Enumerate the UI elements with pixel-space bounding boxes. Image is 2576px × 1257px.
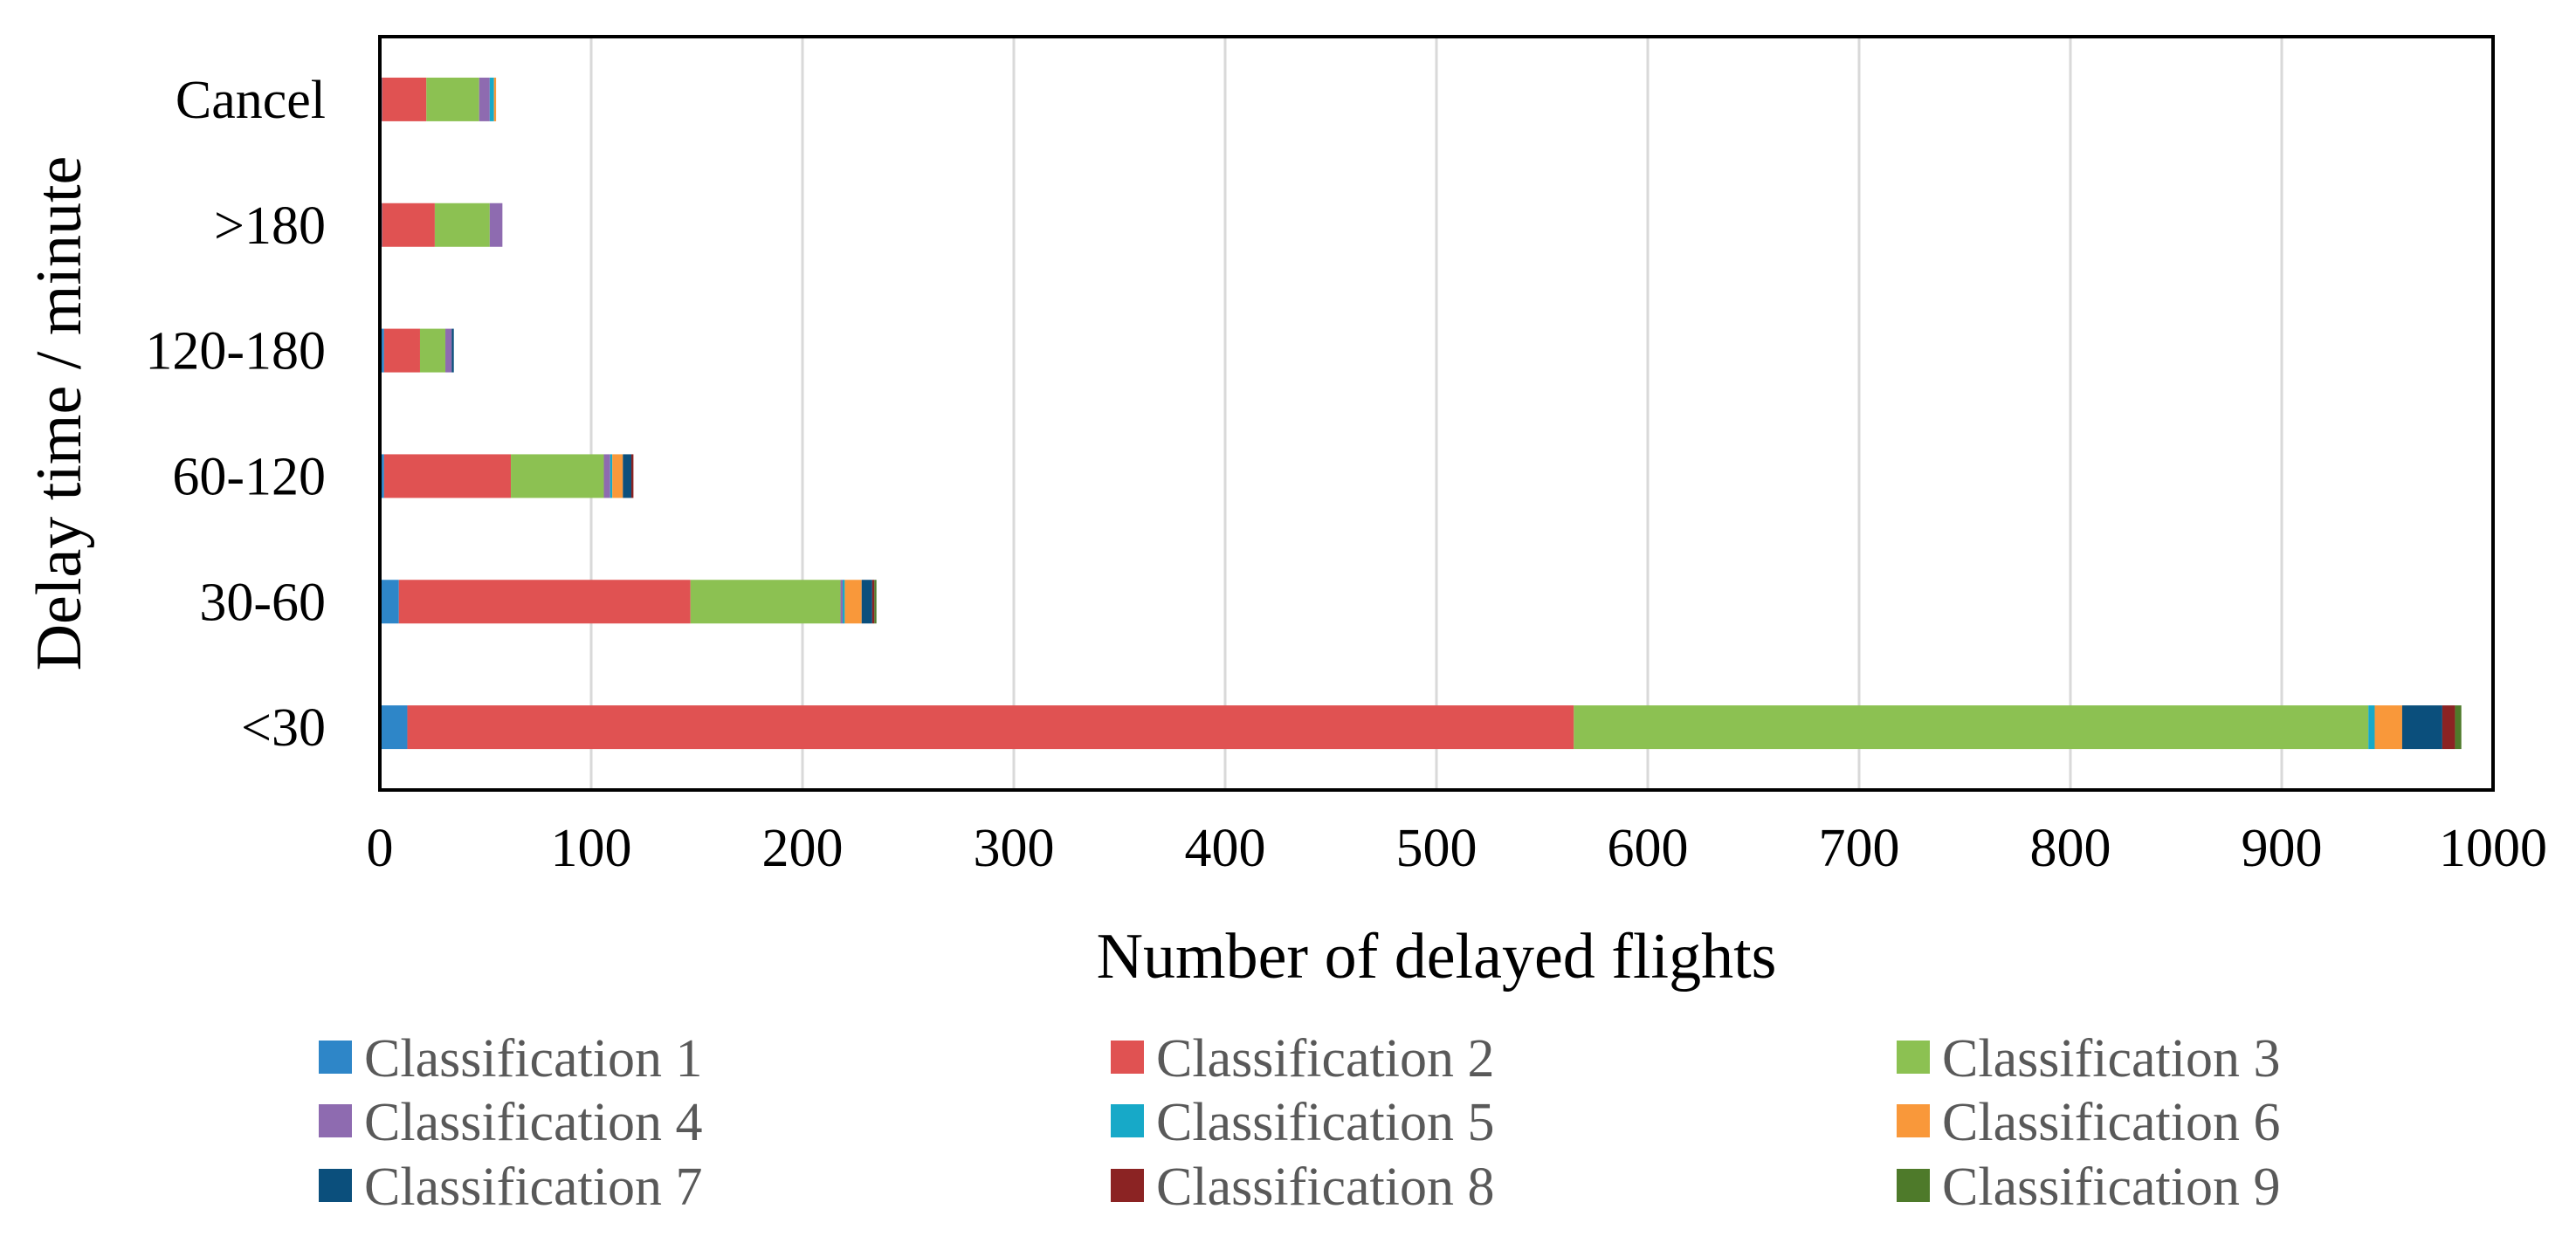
- bar-segment: [842, 580, 845, 624]
- bar-segment: [844, 580, 862, 624]
- bar-segment: [610, 454, 613, 498]
- bar-segment: [2442, 705, 2455, 750]
- legend-item: Classification 5: [1111, 1093, 1494, 1152]
- x-tick-label: 600: [1608, 819, 1689, 878]
- legend-label: Classification 3: [1942, 1029, 2280, 1089]
- x-tick-label: 400: [1185, 819, 1266, 878]
- x-tick-label: 1000: [2439, 819, 2547, 878]
- bar-segment: [511, 454, 604, 498]
- y-tick-label: Cancel: [176, 71, 326, 130]
- legend-swatch: [1111, 1169, 1144, 1202]
- legend-label: Classification 1: [364, 1029, 702, 1089]
- bar-segment: [2455, 705, 2462, 750]
- y-tick-label: <30: [241, 698, 326, 758]
- bar-segment: [489, 77, 494, 121]
- x-tick-label: 900: [2242, 819, 2323, 878]
- bar-segment: [398, 580, 691, 624]
- bar-segment: [493, 77, 497, 121]
- bar-segment: [380, 705, 408, 750]
- legend-label: Classification 9: [1942, 1157, 2280, 1217]
- bar-segment: [2401, 705, 2442, 750]
- legend-swatch: [319, 1104, 352, 1137]
- bar-segment: [690, 580, 841, 624]
- x-tick-label: 300: [974, 819, 1055, 878]
- bar-segment: [434, 203, 490, 247]
- bar-segment: [380, 328, 384, 373]
- legend-swatch: [319, 1169, 352, 1202]
- bars: [380, 77, 2462, 750]
- legend-swatch: [1897, 1169, 1930, 1202]
- legend-label: Classification 5: [1156, 1093, 1494, 1152]
- bar-segment: [840, 580, 843, 624]
- legend-swatch: [1111, 1041, 1144, 1074]
- grid-lines: [589, 37, 2283, 790]
- bar-segment: [382, 77, 427, 121]
- x-tick-label: 700: [1819, 819, 1900, 878]
- bar-segment: [426, 77, 479, 121]
- bar-segment: [451, 328, 454, 373]
- legend-label: Classification 7: [364, 1157, 702, 1217]
- x-tick-label: 100: [551, 819, 632, 878]
- legend-swatch: [1897, 1104, 1930, 1137]
- x-axis-tick-labels: 0 100 200 300 400 500 600 700 800 900 1000: [367, 819, 2548, 878]
- bar-segment: [861, 580, 872, 624]
- bar-segment: [382, 203, 435, 247]
- legend-item: Classification 7: [319, 1157, 702, 1217]
- bar-segment: [489, 203, 503, 247]
- bar-segment: [445, 328, 452, 373]
- y-axis-title: Delay time / minute: [24, 156, 95, 671]
- x-axis-title: Number of delayed flights: [1097, 921, 1777, 993]
- bar-segment: [383, 454, 512, 498]
- y-axis-tick-labels: <30 30-60 60-120 120-180 >180 Cancel: [145, 71, 326, 758]
- y-tick-label: 30-60: [199, 573, 326, 632]
- legend-label: Classification 2: [1156, 1029, 1494, 1089]
- bar-segment: [623, 454, 631, 498]
- legend-swatch: [1897, 1041, 1930, 1074]
- bar-segment: [2374, 705, 2402, 750]
- bar-segment: [383, 328, 420, 373]
- bar-segment: [874, 580, 877, 624]
- legend-item: Classification 3: [1897, 1029, 2280, 1089]
- bar-segment: [603, 454, 610, 498]
- bar-segment: [1574, 705, 2369, 750]
- legend-label: Classification 4: [364, 1093, 702, 1152]
- x-tick-label: 800: [2030, 819, 2111, 878]
- bar-segment: [419, 328, 446, 373]
- legend-swatch: [1111, 1104, 1144, 1137]
- bar-segment: [630, 454, 634, 498]
- y-tick-label: 60-120: [172, 447, 326, 506]
- legend-label: Classification 8: [1156, 1157, 1494, 1217]
- legend-label: Classification 6: [1942, 1093, 2280, 1152]
- x-tick-label: 200: [762, 819, 844, 878]
- legend-item: Classification 2: [1111, 1029, 1494, 1089]
- legend-item: Classification 4: [319, 1093, 702, 1152]
- plot-area-frame: [378, 35, 2495, 792]
- x-tick-label: 0: [367, 819, 394, 878]
- bar-segment: [871, 580, 875, 624]
- legend-item: Classification 9: [1897, 1157, 2280, 1217]
- legend-item: Classification 1: [319, 1029, 702, 1089]
- y-tick-label: >180: [214, 196, 326, 256]
- bar-segment: [479, 77, 490, 121]
- bar-segment: [2368, 705, 2375, 750]
- y-tick-label: 120-180: [145, 322, 326, 381]
- legend-item: Classification 6: [1897, 1093, 2280, 1152]
- bar-segment: [407, 705, 1574, 750]
- legend-swatch: [319, 1041, 352, 1074]
- bar-segment: [380, 454, 384, 498]
- legend-item: Classification 8: [1111, 1157, 1494, 1217]
- bar-segment: [612, 454, 623, 498]
- bar-segment: [380, 580, 399, 624]
- legend: Classification 1 Classification 2 Classif…: [319, 1029, 2280, 1217]
- x-tick-label: 500: [1396, 819, 1477, 878]
